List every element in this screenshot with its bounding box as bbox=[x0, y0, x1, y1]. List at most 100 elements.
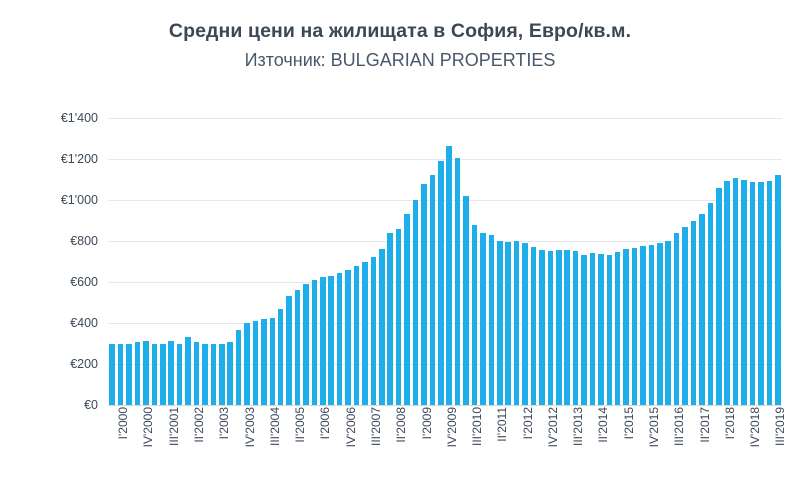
bar bbox=[682, 226, 688, 405]
y-axis-tick-label: €1'000 bbox=[60, 193, 98, 207]
gridline bbox=[108, 364, 782, 365]
y-axis-tick-label: €800 bbox=[70, 234, 98, 248]
bar bbox=[673, 232, 680, 405]
bar bbox=[555, 250, 562, 405]
bar bbox=[143, 341, 149, 405]
bar bbox=[176, 343, 183, 405]
x-axis-tick-label: II'2008 bbox=[394, 407, 409, 443]
x-axis-tick-label: III'2019 bbox=[773, 407, 788, 446]
x-axis-tick-label: IV'2012 bbox=[545, 407, 560, 448]
bar bbox=[328, 275, 335, 405]
bar bbox=[657, 243, 663, 405]
bar bbox=[648, 245, 655, 405]
bar bbox=[353, 265, 360, 405]
bar bbox=[294, 290, 301, 405]
x-axis-tick-label: I'2006 bbox=[318, 407, 333, 440]
bar bbox=[539, 250, 545, 405]
bar bbox=[109, 343, 115, 405]
x-axis-tick-label: III'2010 bbox=[470, 407, 485, 446]
bar bbox=[716, 187, 722, 405]
bar bbox=[134, 342, 141, 405]
bar bbox=[168, 341, 174, 405]
bar bbox=[631, 248, 638, 405]
bar bbox=[117, 343, 124, 405]
x-axis-tick-label: IV'2003 bbox=[242, 407, 257, 448]
bar bbox=[471, 224, 478, 405]
x-axis-tick-label: IV'2006 bbox=[343, 407, 358, 448]
y-axis-tick-label: €600 bbox=[70, 275, 98, 289]
x-axis-tick-label: III'2007 bbox=[368, 407, 383, 446]
bar bbox=[707, 203, 714, 405]
y-axis-tick-label: €200 bbox=[70, 357, 98, 371]
x-axis-tick-label: I'2015 bbox=[621, 407, 636, 440]
bar bbox=[404, 214, 410, 405]
bar bbox=[429, 175, 436, 405]
bar bbox=[151, 343, 158, 405]
bar bbox=[336, 272, 343, 405]
gridline bbox=[108, 159, 782, 160]
bar bbox=[345, 269, 351, 405]
x-axis-tick-label: I'2000 bbox=[116, 407, 131, 440]
bar bbox=[699, 214, 705, 405]
bar bbox=[193, 342, 200, 405]
bar bbox=[623, 249, 629, 405]
bar bbox=[269, 317, 276, 405]
gridline bbox=[108, 405, 782, 406]
bar bbox=[202, 343, 208, 405]
y-axis-tick-label: €0 bbox=[84, 398, 98, 412]
bar bbox=[126, 343, 132, 405]
bar bbox=[370, 257, 377, 405]
bar bbox=[572, 251, 579, 405]
bar bbox=[665, 241, 672, 405]
bar bbox=[589, 253, 596, 405]
y-axis-tick-label: €1'200 bbox=[60, 152, 98, 166]
bar bbox=[185, 337, 191, 405]
bar bbox=[159, 343, 166, 405]
bar bbox=[606, 255, 613, 405]
bar bbox=[640, 246, 646, 405]
bar bbox=[724, 180, 730, 405]
bar bbox=[320, 276, 326, 405]
x-axis-tick-label: II'2002 bbox=[192, 407, 207, 443]
bar bbox=[480, 232, 486, 405]
gridline bbox=[108, 241, 782, 242]
bar bbox=[362, 261, 368, 405]
bar bbox=[379, 249, 385, 405]
bar bbox=[758, 181, 764, 405]
bar bbox=[438, 161, 444, 405]
bar bbox=[530, 247, 537, 405]
bar bbox=[505, 242, 511, 405]
gridline bbox=[108, 118, 782, 119]
bar bbox=[581, 255, 587, 405]
bar bbox=[496, 241, 503, 405]
bar bbox=[412, 200, 419, 405]
bar bbox=[446, 145, 452, 405]
bar bbox=[598, 254, 604, 405]
x-axis-tick-label: III'2013 bbox=[571, 407, 586, 446]
bar bbox=[690, 220, 697, 405]
x-axis-tick-label: II'2014 bbox=[596, 407, 611, 443]
bar bbox=[252, 320, 259, 405]
bar bbox=[210, 343, 217, 405]
bar bbox=[732, 178, 739, 405]
bar bbox=[547, 251, 554, 405]
x-axis-tick-label: III'2016 bbox=[672, 407, 687, 446]
gridline bbox=[108, 282, 782, 283]
bar bbox=[454, 157, 461, 405]
y-axis-tick-label: €400 bbox=[70, 316, 98, 330]
chart-header: Средни цени на жилищата в София, Евро/кв… bbox=[0, 18, 800, 73]
bar bbox=[395, 228, 402, 405]
bar bbox=[421, 183, 427, 405]
x-axis-tick-label: IV'2000 bbox=[141, 407, 156, 448]
bar bbox=[227, 342, 233, 405]
x-axis-tick-label: IV'2018 bbox=[748, 407, 763, 448]
bar bbox=[311, 279, 318, 405]
bar bbox=[261, 318, 267, 405]
y-axis-tick-label: €1'400 bbox=[60, 111, 98, 125]
x-axis-tick-label: III'2001 bbox=[166, 407, 181, 446]
gridline bbox=[108, 323, 782, 324]
bar bbox=[303, 284, 309, 405]
bar bbox=[387, 232, 393, 405]
x-axis: I'2000 IV'2000 III'2001 II'2002 I'2003 IV'200… bbox=[108, 407, 787, 497]
